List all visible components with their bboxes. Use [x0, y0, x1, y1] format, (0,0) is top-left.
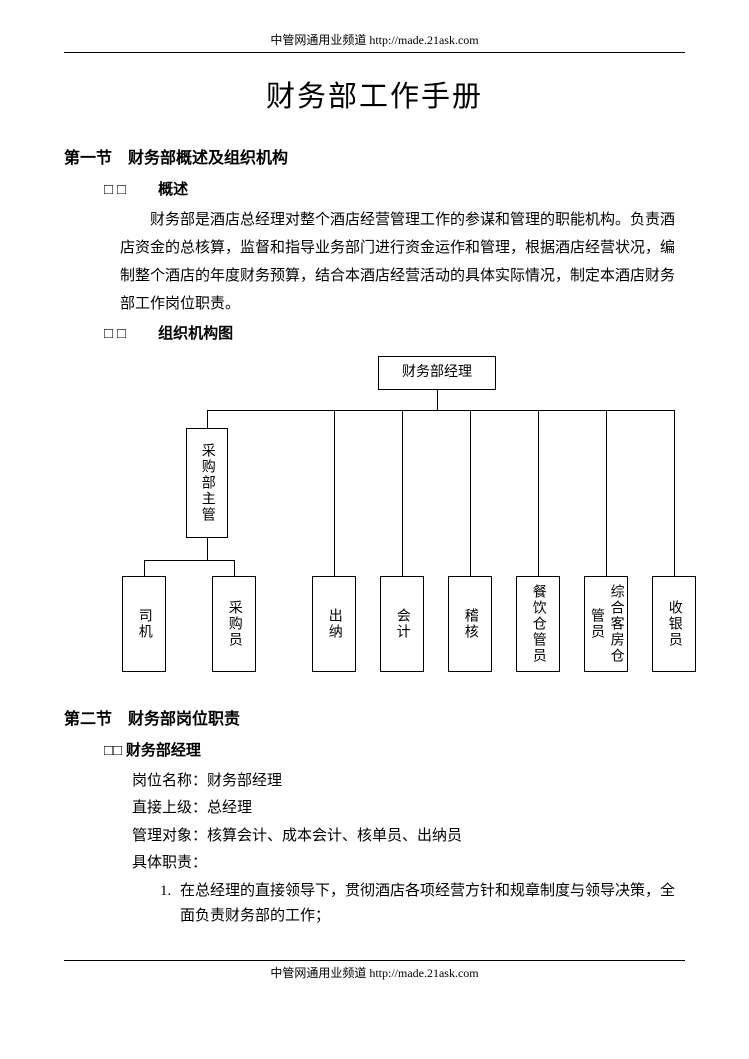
kv-key: 直接上级：	[132, 800, 207, 816]
duty-item: 1.在总经理的直接领导下，贯彻酒店各项经营方针和规章制度与领导决策，全面负责财务…	[160, 879, 685, 930]
document-page: 中管网通用业频道 http://made.21ask.com 财务部工作手册 第…	[0, 0, 749, 1005]
job-block: □□ 财务部经理 岗位名称：财务部经理直接上级：总经理管理对象：核算会计、成本会…	[104, 739, 685, 930]
kv-value: 核算会计、成本会计、核单员、出纳员	[207, 828, 462, 844]
org-connector	[234, 560, 235, 576]
job-title-line: □□ 财务部经理	[104, 739, 685, 765]
org-connector	[144, 560, 234, 561]
org-connector	[437, 390, 438, 410]
org-node-label: 会计	[392, 608, 412, 640]
document-title: 财务部工作手册	[64, 73, 685, 122]
overview-subheading: □□ 概述	[104, 178, 685, 204]
key-value-row: 具体职责：	[132, 851, 685, 877]
kv-value: 财务部经理	[207, 773, 282, 789]
bullet-prefix: □□	[104, 182, 130, 198]
org-connector	[402, 410, 403, 576]
org-connector	[207, 410, 208, 428]
org-node-cashout: 出纳	[312, 576, 356, 672]
kv-value: 总经理	[207, 800, 252, 816]
org-connector	[207, 410, 674, 411]
org-connector	[470, 410, 471, 576]
org-node-purch: 采购部主管	[186, 428, 228, 538]
org-node-room: 综合客房仓管员	[584, 576, 628, 672]
job-title: 财务部经理	[126, 743, 201, 759]
key-value-row: 直接上级：总经理	[132, 796, 685, 822]
section-1-heading: 第一节 财务部概述及组织机构	[64, 145, 685, 172]
bullet-prefix: □□	[104, 743, 122, 759]
page-header: 中管网通用业频道 http://made.21ask.com	[64, 28, 685, 53]
org-node-buyer: 采购员	[212, 576, 256, 672]
org-node-cashier: 收银员	[652, 576, 696, 672]
org-node-acct: 会计	[380, 576, 424, 672]
duty-number: 1.	[160, 879, 180, 930]
section-2-heading: 第二节 财务部岗位职责	[64, 706, 685, 733]
kv-key: 管理对象：	[132, 828, 207, 844]
org-connector	[144, 560, 145, 576]
kv-key: 具体职责：	[132, 855, 207, 871]
org-node-label: 餐饮仓管员	[528, 584, 548, 664]
overview-label: 概述	[158, 182, 188, 198]
org-connector	[538, 410, 539, 576]
org-connector	[606, 410, 607, 576]
key-value-row: 管理对象：核算会计、成本会计、核单员、出纳员	[132, 824, 685, 850]
key-value-row: 岗位名称：财务部经理	[132, 769, 685, 795]
org-node-food: 餐饮仓管员	[516, 576, 560, 672]
org-node-label: 综合客房仓管员	[586, 577, 625, 671]
bullet-prefix: □□	[104, 326, 130, 342]
page-footer: 中管网通用业频道 http://made.21ask.com	[64, 960, 685, 985]
org-node-label: 司机	[134, 608, 154, 640]
org-connector	[674, 410, 675, 576]
duty-text: 在总经理的直接领导下，贯彻酒店各项经营方针和规章制度与领导决策，全面负责财务部的…	[180, 879, 685, 930]
orgchart-label: 组织机构图	[158, 326, 233, 342]
org-node-label: 收银员	[664, 600, 684, 648]
overview-body: 财务部是酒店总经理对整个酒店经营管理工作的参谋和管理的职能机构。负责酒店资金的总…	[120, 207, 685, 318]
org-node-audit: 稽核	[448, 576, 492, 672]
org-connector	[334, 410, 335, 576]
orgchart-subheading: □□ 组织机构图	[104, 322, 685, 348]
org-node-root: 财务部经理	[378, 356, 496, 390]
org-node-label: 出纳	[324, 608, 344, 640]
org-chart: 财务部经理采购部主管司机 采购员 出纳 会计 稽核 餐饮仓管员 综合客房仓管员 收银员	[64, 356, 685, 696]
duty-list: 1.在总经理的直接领导下，贯彻酒店各项经营方针和规章制度与领导决策，全面负责财务…	[160, 879, 685, 930]
org-node-label: 采购部主管	[197, 443, 217, 523]
org-connector	[207, 538, 208, 560]
org-node-label: 采购员	[224, 600, 244, 648]
kv-key: 岗位名称：	[132, 773, 207, 789]
org-node-label: 稽核	[460, 608, 480, 640]
org-node-driver: 司机	[122, 576, 166, 672]
